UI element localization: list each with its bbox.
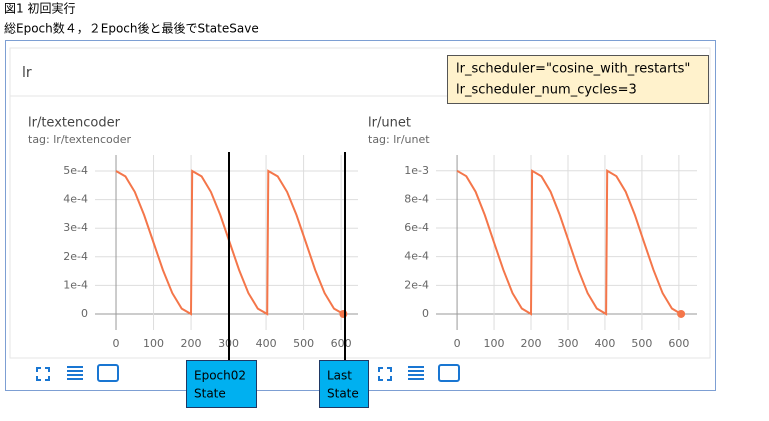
lr-line	[456, 169, 682, 316]
x-tick-label: 0	[454, 337, 461, 350]
fit-icon[interactable]	[97, 364, 119, 382]
note-box	[447, 55, 709, 104]
fullscreen-icon[interactable]	[36, 367, 50, 381]
annotation-box	[186, 360, 257, 408]
note-line: lr_scheduler_num_cycles=3	[456, 83, 637, 98]
x-tick-label: 600	[668, 337, 689, 350]
x-tick-label: 400	[256, 337, 277, 350]
last-point	[339, 309, 348, 318]
x-tick-label: 600	[331, 337, 352, 350]
y-tick-label: 5e-4	[63, 164, 88, 177]
panel-title[interactable]: lr	[22, 65, 32, 81]
x-tick-label: 500	[293, 337, 314, 350]
x-tick-label: 300	[557, 337, 578, 350]
y-tick-label: 0	[422, 307, 429, 320]
y-tick-label: 1e-3	[404, 164, 429, 177]
chart-subtitle: tag: lr/textencoder	[28, 133, 132, 146]
data-icon[interactable]	[67, 366, 83, 380]
annotation-box	[319, 360, 369, 408]
charts: lr/textencoder tag: lr/textencoder 0 1e-4 2e…	[28, 116, 697, 350]
x-tick-label: 500	[631, 337, 652, 350]
chart-title: lr/textencoder	[28, 116, 121, 131]
y-tick-label: 4e-4	[63, 193, 88, 206]
annotation-text: State	[327, 387, 359, 401]
y-tick-label: 2e-4	[404, 278, 429, 291]
y-tick-label: 8e-4	[404, 192, 429, 205]
x-tick-label: 200	[521, 337, 542, 350]
y-tick-label: 3e-4	[63, 221, 88, 234]
x-tick-label: 200	[181, 337, 202, 350]
y-tick-label: 4e-4	[404, 250, 429, 263]
y-tick-label: 0	[81, 307, 88, 320]
y-tick-label: 2e-4	[63, 250, 88, 263]
fit-icon[interactable]	[438, 364, 460, 382]
fullscreen-icon[interactable]	[378, 367, 392, 381]
data-icon[interactable]	[408, 366, 424, 380]
x-tick-label: 0	[113, 337, 120, 350]
chart-title: lr/unet	[368, 116, 411, 131]
y-tick-label: 1e-4	[63, 278, 88, 291]
note-line: lr_scheduler="cosine_with_restarts"	[456, 62, 690, 77]
figure-label: 図1 初回実行	[4, 1, 75, 16]
caption: 総Epoch数４，２Epoch後と最後でStateSave	[4, 21, 259, 36]
last-point	[677, 309, 686, 318]
annotation-text: Last	[327, 369, 352, 383]
y-tick-label: 6e-4	[404, 221, 429, 234]
annotation-text: Epoch02	[194, 369, 246, 383]
toolbar	[36, 364, 460, 382]
annotation-text: State	[194, 387, 226, 401]
x-tick-label: 100	[484, 337, 505, 350]
x-tick-label: 100	[143, 337, 164, 350]
chart-subtitle: tag: lr/unet	[368, 133, 430, 146]
x-tick-label: 400	[594, 337, 615, 350]
